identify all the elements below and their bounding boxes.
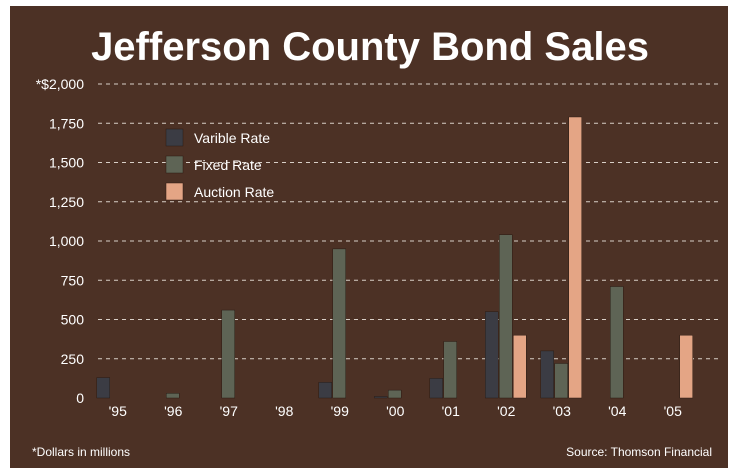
y-tick-label: *$2,000 — [36, 76, 84, 92]
bar-fixed-rate — [166, 393, 180, 399]
bar-fixed-rate — [221, 309, 235, 399]
x-tick-label: '02 — [497, 403, 515, 419]
bar-varible-rate — [318, 382, 332, 399]
x-tick-label: '03 — [553, 403, 571, 419]
legend-swatch — [165, 155, 184, 174]
x-tick-label: '95 — [109, 403, 127, 419]
x-tick-label: '99 — [331, 403, 349, 419]
bar-auction-rate — [679, 334, 693, 399]
legend-swatch — [165, 182, 184, 201]
x-tick-label: '00 — [386, 403, 404, 419]
legend: Varible Rate Fixed Rate Auction Rate — [165, 128, 274, 201]
bars — [96, 116, 693, 399]
y-tick-label: 1,750 — [49, 115, 84, 131]
chart-title: Jefferson County Bond Sales — [91, 25, 649, 69]
y-tick-label: 1,000 — [49, 233, 84, 249]
bar-auction-rate — [513, 334, 527, 399]
y-tick-label: 750 — [61, 272, 85, 288]
bar-fixed-rate — [499, 234, 513, 399]
bar-fixed-rate — [388, 389, 402, 399]
legend-label: Auction Rate — [194, 184, 274, 200]
y-tick-label: 500 — [61, 312, 85, 328]
y-tick-label: 1,500 — [49, 155, 84, 171]
y-tick-label: 0 — [76, 390, 84, 406]
bar-fixed-rate — [610, 286, 624, 399]
bar-varible-rate — [540, 350, 554, 399]
grid-lines — [98, 83, 718, 360]
x-axis-ticks: '95 '96 '97 '98 '99 '00 '01 '02 '03 '04 '05 — [109, 403, 682, 419]
bar-auction-rate — [568, 116, 582, 399]
bar-fixed-rate — [554, 363, 568, 399]
x-tick-label: '98 — [275, 403, 293, 419]
footnote: *Dollars in millions — [32, 445, 130, 459]
legend-swatch — [165, 128, 184, 147]
x-tick-label: '04 — [608, 403, 626, 419]
bar-fixed-rate — [443, 341, 457, 399]
x-tick-label: '97 — [220, 403, 238, 419]
x-tick-label: '96 — [164, 403, 182, 419]
y-axis-ticks: 0 250 500 750 1,000 1,250 1,500 1,750 *$2,000 — [36, 76, 84, 406]
bar-varible-rate — [429, 378, 443, 399]
legend-label: Varible Rate — [194, 130, 270, 146]
x-tick-label: '01 — [442, 403, 460, 419]
bar-varible-rate — [374, 396, 388, 399]
bar-fixed-rate — [332, 248, 346, 399]
bar-varible-rate — [96, 377, 110, 399]
legend-label: Fixed Rate — [194, 157, 262, 173]
chart-panel — [10, 6, 728, 468]
source-note: Source: Thomson Financial — [566, 445, 712, 459]
bar-varible-rate — [485, 311, 499, 399]
x-tick-label: '05 — [664, 403, 682, 419]
y-tick-label: 250 — [61, 351, 85, 367]
y-tick-label: 1,250 — [49, 194, 84, 210]
